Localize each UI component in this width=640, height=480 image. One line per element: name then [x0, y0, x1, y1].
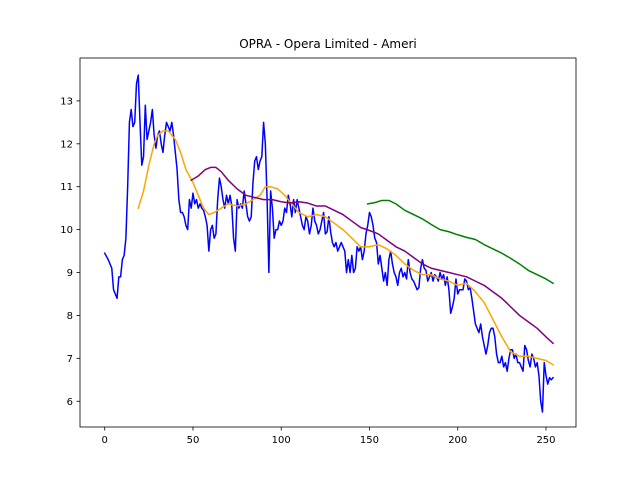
plot-area: [103, 74, 555, 413]
y-tick-label: 13: [60, 96, 73, 107]
x-tick-label: 250: [536, 435, 555, 446]
series-line-4: [366, 199, 555, 285]
axes: 0 50 100 150 200 250 6 7 8 9 10 11 12 13: [60, 57, 577, 446]
y-tick-label: 6: [67, 397, 73, 408]
y-tick-label: 7: [67, 354, 73, 365]
x-tick-label: 50: [187, 435, 200, 446]
x-tick-label: 150: [360, 435, 379, 446]
x-tick-label: 0: [102, 435, 108, 446]
series-line-2: [137, 130, 555, 366]
x-tick-label: 200: [448, 435, 467, 446]
series-line-1: [103, 74, 555, 413]
y-tick-label: 10: [60, 225, 73, 236]
y-tick-label: 12: [60, 139, 73, 150]
x-tick-label: 100: [272, 435, 291, 446]
y-tick-label: 8: [67, 311, 73, 322]
y-tick-label: 9: [67, 268, 73, 279]
series-line-3: [190, 166, 555, 345]
y-tick-label: 11: [60, 182, 73, 193]
chart-title: OPRA - Opera Limited - Ameri: [239, 37, 417, 51]
axes-frame: [79, 57, 577, 428]
